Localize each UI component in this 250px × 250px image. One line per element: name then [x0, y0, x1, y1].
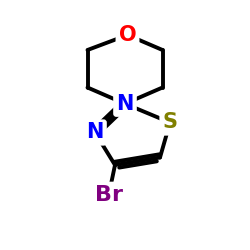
- Text: S: S: [162, 112, 178, 132]
- Text: N: N: [86, 122, 104, 142]
- Text: Br: Br: [95, 185, 123, 205]
- Text: O: O: [119, 25, 136, 45]
- Text: N: N: [116, 94, 134, 114]
